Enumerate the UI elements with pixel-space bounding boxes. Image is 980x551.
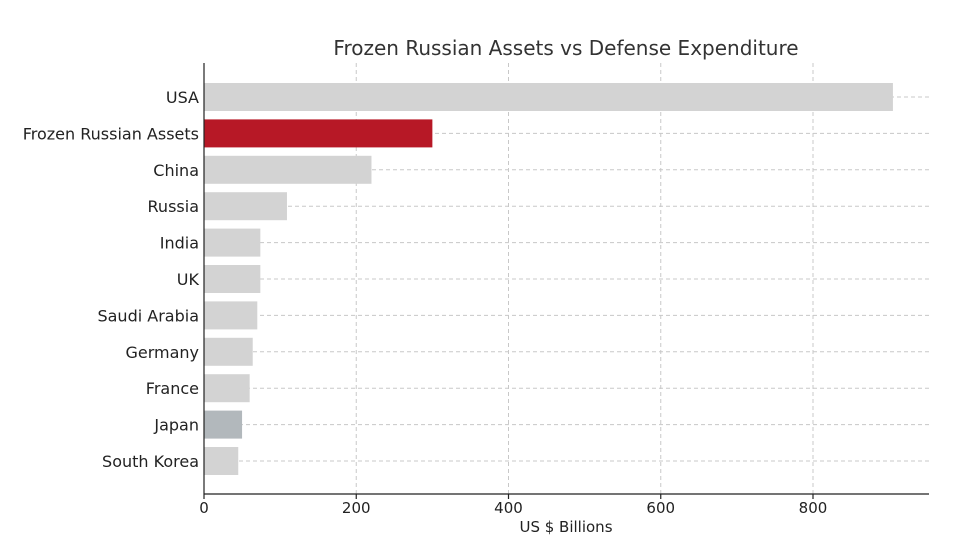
bar-usa [204, 83, 893, 111]
bar-frozen-russian-assets [204, 119, 433, 148]
category-label: Germany [125, 343, 199, 362]
x-tick-label: 0 [199, 499, 209, 517]
bar-uk [204, 265, 261, 293]
bar-france [204, 374, 250, 403]
bar-russia [204, 192, 287, 221]
x-axis-label: US $ Billions [519, 518, 612, 536]
bar-saudi-arabia [204, 301, 258, 330]
category-label: Russia [148, 197, 199, 216]
category-label: UK [177, 270, 200, 289]
category-label: China [153, 161, 199, 180]
category-label: USA [166, 88, 199, 107]
x-tick-label: 800 [799, 499, 828, 517]
category-label: France [146, 379, 199, 398]
x-tick-label: 200 [342, 499, 371, 517]
bar-japan [204, 410, 243, 439]
chart-title: Frozen Russian Assets vs Defense Expendi… [333, 36, 798, 60]
category-label: India [160, 234, 199, 253]
bar-south-korea [204, 447, 239, 475]
bar-india [204, 228, 261, 257]
x-tick-label: 600 [646, 499, 675, 517]
x-tick-label: 400 [494, 499, 523, 517]
bars-layer [204, 83, 893, 475]
category-labels: USA Frozen Russian Assets China Russia India… [23, 88, 200, 471]
bar-china [204, 155, 372, 184]
category-label: Frozen Russian Assets [23, 124, 199, 143]
x-tick-labels: 0 200 400 600 800 [199, 494, 827, 517]
category-label: Saudi Arabia [97, 306, 199, 325]
category-label: South Korea [102, 452, 199, 471]
category-label: Japan [153, 416, 199, 435]
bar-germany [204, 337, 253, 366]
